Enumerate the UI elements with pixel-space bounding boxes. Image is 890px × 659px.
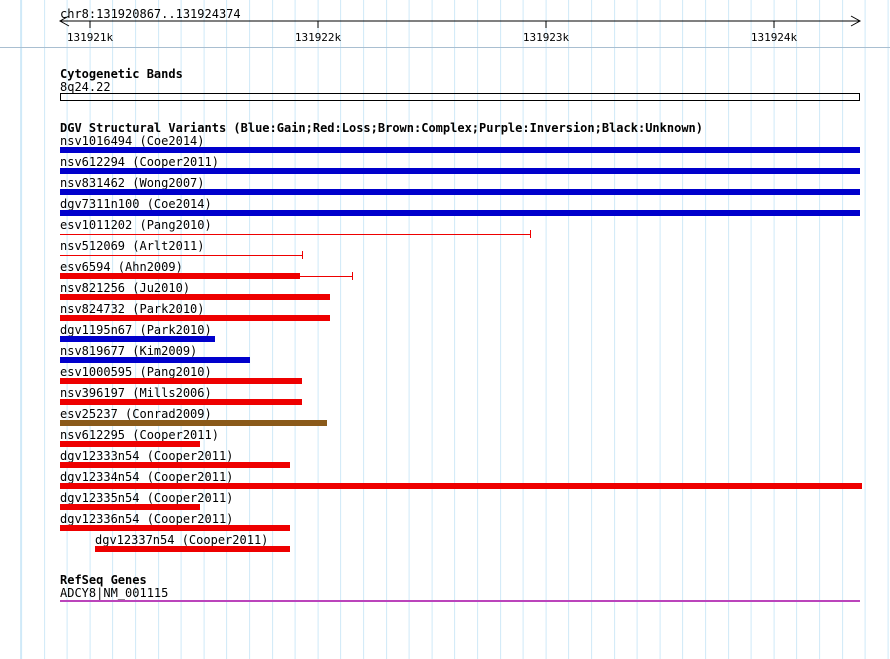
variant-label: nsv831462 (Wong2007) [60, 176, 205, 190]
variant-bar[interactable] [60, 441, 200, 447]
right-arrow-icon [850, 15, 862, 27]
cytoband-name: 8q24.22 [60, 80, 111, 94]
cytobands-track-title: Cytogenetic Bands [60, 67, 183, 81]
gene-glyph[interactable] [60, 600, 860, 602]
variant-label: nsv1016494 (Coe2014) [60, 134, 205, 148]
variant-label: nsv612295 (Cooper2011) [60, 428, 219, 442]
variant-label: esv25237 (Conrad2009) [60, 407, 212, 421]
variant-label: dgv12333n54 (Cooper2011) [60, 449, 234, 463]
variant-bar[interactable] [60, 504, 200, 510]
gene-name: ADCY8|NM_001115 [60, 586, 169, 600]
variant-end-tick [530, 230, 531, 238]
ruler [58, 15, 862, 28]
variant-bar[interactable] [60, 483, 862, 489]
variant-bar[interactable] [60, 378, 302, 384]
variant-label: esv1000595 (Pang2010) [60, 365, 212, 379]
variant-bar[interactable] [60, 315, 330, 321]
variant-bar[interactable] [60, 357, 250, 363]
variant-bar[interactable] [60, 336, 215, 342]
variant-bar[interactable] [60, 399, 302, 405]
variant-label: dgv12335n54 (Cooper2011) [60, 491, 234, 505]
variant-end-tick [302, 251, 303, 259]
cytoband-glyph [60, 93, 860, 101]
variant-label: nsv824732 (Park2010) [60, 302, 205, 316]
section-divider [0, 47, 890, 48]
variant-whisker [300, 276, 352, 277]
variant-label: nsv396197 (Mills2006) [60, 386, 212, 400]
variant-label: dgv12336n54 (Cooper2011) [60, 512, 234, 526]
variant-label: dgv12334n54 (Cooper2011) [60, 470, 234, 484]
variant-bar[interactable] [60, 462, 290, 468]
variant-label: nsv512069 (Arlt2011) [60, 239, 205, 253]
variant-bar[interactable] [60, 420, 327, 426]
variant-label: esv6594 (Ahn2009) [60, 260, 183, 274]
left-arrow-icon [58, 15, 70, 27]
variant-label: dgv1195n67 (Park2010) [60, 323, 212, 337]
region-label: chr8:131920867..131924374 [60, 7, 241, 21]
variant-bar[interactable] [60, 273, 300, 279]
variant-label: nsv819677 (Kim2009) [60, 344, 198, 358]
variant-bar[interactable] [60, 294, 330, 300]
variant-bar[interactable] [60, 210, 860, 216]
variant-line[interactable] [60, 255, 302, 256]
variant-end-tick [352, 272, 353, 280]
variant-bar[interactable] [60, 189, 860, 195]
dgv-track-title: DGV Structural Variants (Blue:Gain;Red:L… [60, 121, 703, 135]
variant-label: dgv12337n54 (Cooper2011) [95, 533, 269, 547]
variant-bar[interactable] [95, 546, 290, 552]
variant-label: nsv612294 (Cooper2011) [60, 155, 219, 169]
variant-label: esv1011202 (Pang2010) [60, 218, 212, 232]
variant-bar[interactable] [60, 168, 860, 174]
variant-bar[interactable] [60, 525, 290, 531]
variant-bar[interactable] [60, 147, 860, 153]
variant-line[interactable] [60, 234, 530, 235]
variant-label: dgv7311n100 (Coe2014) [60, 197, 212, 211]
variant-label: nsv821256 (Ju2010) [60, 281, 191, 295]
refseq-track-title: RefSeq Genes [60, 573, 147, 587]
